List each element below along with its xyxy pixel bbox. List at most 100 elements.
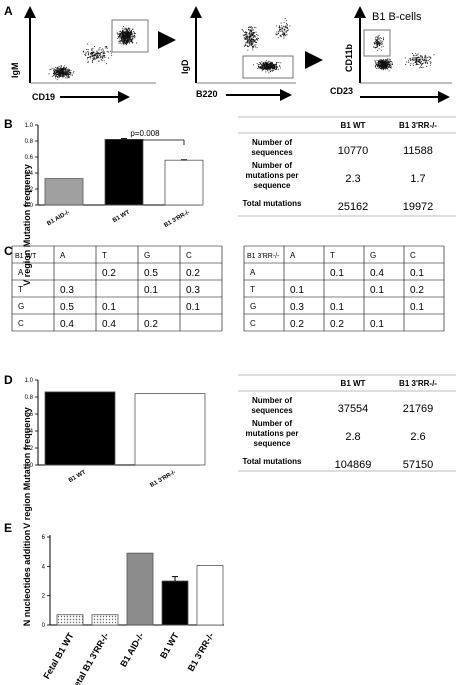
event-dot [411, 60, 413, 62]
event-dot [61, 73, 63, 75]
event-dot [286, 27, 288, 28]
event-dot [123, 41, 124, 43]
event-dot [130, 37, 132, 38]
event-dot [378, 42, 380, 43]
event-dot [118, 33, 120, 35]
event-dot [66, 69, 68, 71]
event-dot [124, 40, 126, 42]
event-dot [125, 29, 127, 31]
bar [134, 393, 206, 466]
event-dot [386, 62, 387, 64]
event-dot [65, 70, 66, 71]
event-dot [249, 32, 251, 33]
event-dot [70, 72, 72, 74]
event-dot [255, 41, 256, 43]
event-dot [124, 32, 125, 34]
event-dot [88, 61, 89, 63]
event-dot [248, 46, 250, 48]
event-dot [122, 30, 123, 32]
event-dot [266, 67, 268, 68]
event-dot [252, 45, 254, 47]
event-dot [251, 30, 253, 32]
event-dot [99, 56, 101, 58]
event-dot [52, 75, 54, 76]
event-dot [268, 66, 270, 68]
event-dot [58, 72, 60, 74]
event-dot [375, 62, 377, 64]
event-dot [381, 41, 383, 42]
event-dot [264, 61, 266, 63]
event-dot [125, 42, 127, 44]
event-dot [134, 37, 136, 38]
grid-row-header: A [18, 268, 24, 277]
event-dot [384, 68, 386, 69]
event-dot [387, 60, 389, 62]
event-dot [60, 70, 62, 72]
event-dot [276, 65, 277, 67]
event-dot [381, 65, 383, 67]
event-dot [286, 34, 288, 35]
grid-col-header: A [290, 251, 296, 260]
y-axis-label: V region Mutation frequency [22, 407, 32, 529]
bar [44, 178, 84, 206]
event-dot [255, 27, 257, 29]
event-dot [283, 25, 284, 27]
event-dot [382, 67, 384, 69]
event-dot [250, 36, 252, 38]
event-dot [260, 68, 262, 70]
event-dot [421, 56, 423, 58]
event-dot [130, 38, 132, 40]
event-dot [262, 63, 264, 65]
event-dot [289, 25, 291, 27]
event-dot [60, 67, 61, 69]
event-dot [245, 37, 247, 39]
event-dot [61, 68, 63, 70]
event-dot [55, 73, 56, 74]
event-dot [377, 38, 379, 40]
event-dot [266, 62, 267, 64]
event-dot [260, 66, 261, 67]
event-dot [125, 36, 127, 38]
grid-cell-value: 0.2 [186, 268, 200, 279]
event-dot [62, 74, 64, 76]
event-dot [379, 59, 381, 61]
event-dot [275, 33, 277, 35]
event-dot [91, 48, 92, 50]
event-dot [376, 39, 378, 41]
col-header-rr: B1 3'RR-/- [399, 379, 437, 388]
event-dot [132, 35, 133, 37]
event-dot [270, 65, 272, 67]
event-dot [98, 49, 100, 51]
event-dot [67, 68, 69, 70]
event-dot [62, 74, 64, 76]
event-dot [383, 65, 385, 67]
event-dot [93, 51, 95, 53]
event-dot [62, 69, 64, 71]
event-dot [131, 33, 133, 35]
event-dot [103, 49, 104, 51]
event-dot [381, 61, 383, 63]
event-dot [419, 60, 421, 62]
event-dot [269, 66, 271, 68]
event-dot [252, 35, 254, 37]
event-dot [381, 46, 383, 48]
event-dot [385, 63, 386, 65]
event-dot [420, 63, 422, 65]
event-dot [53, 69, 55, 71]
event-dot [127, 33, 129, 34]
event-dot [123, 32, 125, 33]
event-dot [127, 36, 129, 37]
event-dot [129, 27, 131, 29]
grid-row-header: G [250, 302, 256, 311]
row-label: sequences [251, 148, 293, 157]
event-dot [50, 68, 52, 70]
event-dot [379, 61, 381, 63]
event-dot [380, 62, 382, 64]
x-tick-label: Fetal B1 3'RR-/- [69, 631, 111, 685]
event-dot [283, 33, 285, 35]
event-dot [59, 68, 61, 70]
event-dot [100, 53, 101, 55]
event-dot [386, 64, 387, 66]
event-dot [422, 63, 423, 64]
event-dot [93, 55, 94, 57]
